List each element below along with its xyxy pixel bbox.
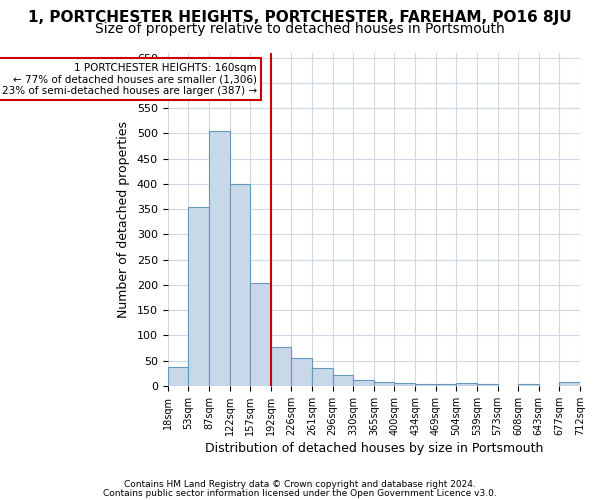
Bar <box>188 206 209 386</box>
Bar <box>250 284 271 386</box>
Bar <box>230 184 250 386</box>
Bar <box>415 384 436 386</box>
Text: Contains HM Land Registry data © Crown copyright and database right 2024.: Contains HM Land Registry data © Crown c… <box>124 480 476 489</box>
Bar <box>394 384 415 386</box>
Y-axis label: Number of detached properties: Number of detached properties <box>117 120 130 318</box>
Bar <box>374 382 394 386</box>
Bar <box>559 382 580 386</box>
Bar <box>518 384 539 386</box>
Bar <box>477 384 497 386</box>
Bar <box>292 358 312 386</box>
Bar <box>312 368 332 386</box>
Text: 1, PORTCHESTER HEIGHTS, PORTCHESTER, FAREHAM, PO16 8JU: 1, PORTCHESTER HEIGHTS, PORTCHESTER, FAR… <box>28 10 572 25</box>
Bar <box>209 131 230 386</box>
Bar <box>457 384 477 386</box>
Bar <box>271 346 292 386</box>
Bar <box>353 380 374 386</box>
Text: Size of property relative to detached houses in Portsmouth: Size of property relative to detached ho… <box>95 22 505 36</box>
Bar <box>332 375 353 386</box>
Text: 1 PORTCHESTER HEIGHTS: 160sqm
← 77% of detached houses are smaller (1,306)
23% o: 1 PORTCHESTER HEIGHTS: 160sqm ← 77% of d… <box>2 62 257 96</box>
Text: Contains public sector information licensed under the Open Government Licence v3: Contains public sector information licen… <box>103 488 497 498</box>
X-axis label: Distribution of detached houses by size in Portsmouth: Distribution of detached houses by size … <box>205 442 543 455</box>
Bar <box>168 367 188 386</box>
Bar <box>436 384 457 386</box>
